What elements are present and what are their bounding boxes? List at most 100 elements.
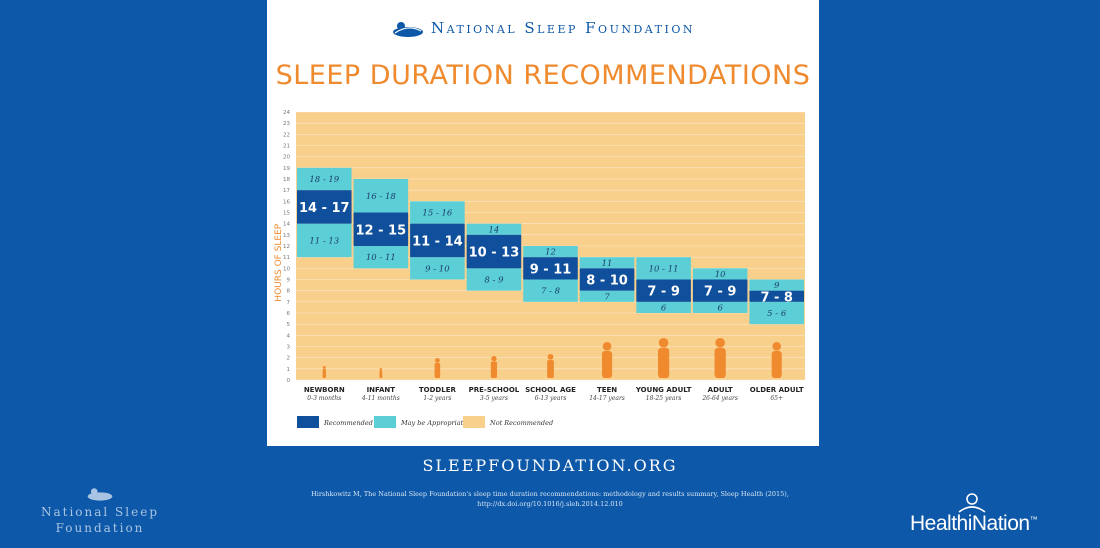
legend-swatch [463,416,485,428]
may-be-appropriate-lower-label: 8 - 9 [484,276,504,286]
y-tick-label: 15 [283,211,290,217]
may-be-appropriate-lower-label: 5 - 6 [767,309,787,319]
recommended-label: 11 - 14 [412,234,463,249]
citation: Hirshkowitz M, The National Sleep Founda… [280,489,820,509]
may-be-appropriate-upper-label: 10 [715,270,726,280]
category-label: TEEN [597,386,617,394]
recommended-bar [466,234,522,269]
may-be-appropriate-lower-bar [410,257,465,280]
y-tick-label: 3 [287,345,291,351]
person-silhouette-icon [490,356,498,378]
category-age-label: 4-11 months [361,395,400,402]
y-tick-label: 8 [287,289,291,295]
legend-label: Recommended [323,419,373,427]
sleeping-figure-logo-icon [393,22,424,37]
category-age-label: 18-25 years [646,395,682,402]
recommended-label: 8 - 10 [586,274,628,289]
recommended-bar [353,212,409,246]
y-tick-label: 12 [283,244,290,250]
category-label: NEWBORN [304,386,345,394]
healthination-logo: HealthiNation™ [905,492,1055,542]
y-tick-label: 16 [283,199,290,205]
may-be-appropriate-lower-bar [353,246,409,269]
may-be-appropriate-lower-label: 7 [604,292,610,302]
person-silhouette-icon [434,358,441,378]
y-tick-label: 24 [283,110,290,116]
may-be-appropriate-upper-bar [410,201,465,224]
may-be-appropriate-lower-label: 6 [717,303,723,313]
chart-title: SLEEP DURATION RECOMMENDATIONS [275,60,811,91]
recommended-label: 14 - 17 [299,201,350,216]
citation-line-1: Hirshkowitz M, The National Sleep Founda… [311,490,789,498]
category-age-label: 0-3 months [307,395,341,402]
y-tick-label: 4 [287,333,291,339]
may-be-appropriate-upper-bar [692,268,748,280]
category-label: PRE-SCHOOL [469,386,520,394]
legend-label: May be Appropriate [400,419,467,427]
may-be-appropriate-lower-bar [466,268,522,291]
category-age-label: 3-5 years [480,395,508,402]
y-tick-label: 10 [283,266,290,272]
person-silhouette-icon [547,354,554,378]
category-label: OLDER ADULT [750,386,804,394]
recommended-bar [692,279,748,302]
may-be-appropriate-lower-label: 9 - 10 [425,264,450,274]
sleeping-figure-logo-icon [87,488,113,501]
brand-header: National Sleep Foundation [267,19,819,38]
may-be-appropriate-upper-label: 12 [545,248,556,258]
recommended-bar [749,290,804,302]
y-tick-label: 17 [283,188,290,194]
category-label: INFANT [367,386,396,394]
may-be-appropriate-upper-bar [579,257,635,269]
category-label: SCHOOL AGE [525,386,576,394]
legend-swatch [374,416,396,428]
recommended-label: 7 - 8 [760,290,793,305]
person-silhouette-icon [658,338,670,378]
recommended-bar [636,279,691,302]
healthination-wordmark: HealthiNation™ [910,512,1038,535]
may-be-appropriate-lower-label: 6 [661,303,667,313]
website-link[interactable]: SLEEPFOUNDATION.ORG [422,456,678,475]
y-tick-label: 19 [283,166,290,172]
category-age-label: 65+ [770,395,783,402]
category-label: ADULT [708,386,733,394]
y-tick-label: 22 [283,132,290,138]
y-tick-label: 6 [287,311,291,317]
category-age-label: 1-2 years [423,395,451,402]
recommended-label: 7 - 9 [704,285,737,300]
person-silhouette-icon [322,366,326,378]
legend-swatch [297,416,319,428]
may-be-appropriate-lower-bar [579,290,635,302]
may-be-appropriate-upper-bar [466,223,522,235]
person-circle-logo-icon [958,493,986,513]
y-tick-label: 20 [283,155,290,161]
recommended-label: 12 - 15 [356,223,407,238]
recommended-label: 7 - 9 [647,285,680,300]
y-tick-label: 11 [283,255,290,261]
may-be-appropriate-lower-bar [636,301,691,313]
category-label: TODDLER [419,386,457,394]
may-be-appropriate-lower-bar [749,301,804,325]
category-age-label: 14-17 years [589,395,625,402]
y-tick-label: 21 [283,144,290,150]
may-be-appropriate-lower-label: 7 - 8 [541,287,561,297]
person-silhouette-icon [602,342,613,378]
y-tick-label: 23 [283,121,290,127]
nsf-logo-line-1: National Sleep [40,505,160,519]
recommended-label: 10 - 13 [469,246,520,261]
category-age-label: 26-64 years [701,395,738,402]
may-be-appropriate-upper-label: 16 - 18 [366,192,396,202]
may-be-appropriate-upper-bar [297,167,352,191]
y-tick-label: 1 [287,367,291,373]
person-silhouette-icon [379,368,383,378]
recommended-bar [410,223,465,258]
may-be-appropriate-lower-bar [692,301,748,313]
y-tick-label: 18 [283,177,290,183]
org-name: National Sleep Foundation [431,19,695,37]
nsf-logo-line-2: Foundation [55,521,145,535]
may-be-appropriate-upper-label: 15 - 16 [422,209,452,219]
may-be-appropriate-upper-bar [523,246,578,258]
may-be-appropriate-upper-label: 10 - 11 [649,264,679,274]
y-tick-label: 14 [283,222,290,228]
recommended-bar [297,190,352,224]
